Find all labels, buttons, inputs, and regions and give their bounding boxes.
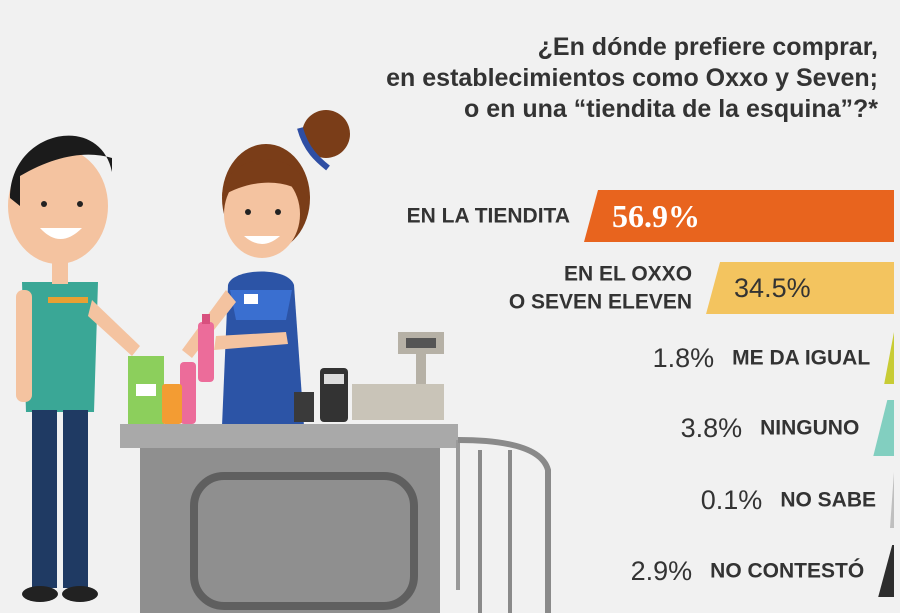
value-label-1: 34.5%	[734, 273, 811, 303]
category-label-5: NO CONTESTÓ	[710, 559, 864, 583]
title-line-2: en establecimientos como Oxxo y Seven;	[386, 64, 878, 92]
category-label-1-1: O SEVEN ELEVEN	[509, 291, 692, 314]
category-label-1-0: EN EL OXXO	[564, 263, 692, 286]
bar-5	[878, 545, 894, 597]
value-label-5: 2.9%	[631, 556, 693, 586]
value-label-0: 56.9%	[612, 198, 700, 234]
category-label-0-0: EN LA TIENDITA	[407, 205, 570, 228]
value-label-4: 0.1%	[701, 485, 763, 515]
title-line-3: o en una “tiendita de la esquina”?*	[464, 95, 878, 123]
value-label-2: 1.8%	[653, 343, 715, 373]
category-label-2: ME DA IGUAL	[732, 347, 870, 370]
customer-figure	[8, 135, 140, 602]
value-label-3: 3.8%	[681, 413, 743, 443]
category-label-4: NO SABE	[780, 489, 876, 512]
bar-4	[890, 472, 894, 528]
cash-register	[294, 332, 444, 422]
products	[128, 314, 214, 424]
counter	[120, 424, 551, 613]
category-label-3: NINGUNO	[760, 417, 859, 440]
cashier-figure	[182, 110, 350, 426]
bar-2	[884, 332, 894, 384]
chart-title: ¿En dónde prefiere comprar, en estableci…	[318, 32, 878, 125]
title-line-1: ¿En dónde prefiere comprar,	[537, 33, 878, 61]
bar-3	[873, 400, 894, 456]
bar-0	[584, 190, 894, 242]
bar-1	[706, 262, 894, 314]
